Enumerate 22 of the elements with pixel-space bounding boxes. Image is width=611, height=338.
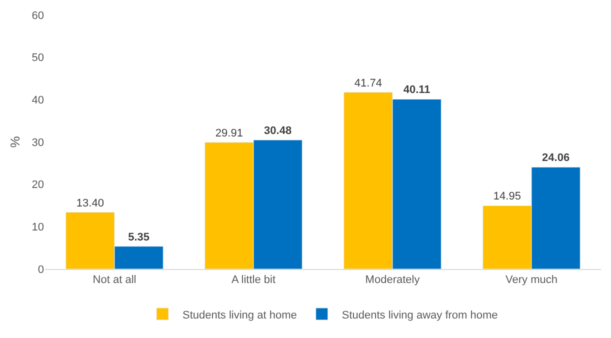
legend-label: Students living away from home bbox=[342, 309, 498, 322]
data-label: 24.06 bbox=[542, 152, 570, 164]
x-tick-label: Moderately bbox=[365, 274, 420, 286]
y-tick-label: 10 bbox=[32, 222, 44, 234]
data-label: 41.74 bbox=[354, 77, 382, 90]
y-tick-label: 60 bbox=[32, 10, 44, 22]
y-tick-label: 50 bbox=[32, 52, 44, 64]
y-tick-label: 40 bbox=[32, 94, 44, 107]
data-label: 13.40 bbox=[76, 197, 104, 210]
data-label: 14.95 bbox=[493, 190, 521, 203]
legend-label: Students living at home bbox=[182, 309, 297, 322]
y-tick-label: 0 bbox=[38, 264, 44, 276]
y-tick-label: 20 bbox=[32, 179, 44, 192]
x-tick-label: A little bit bbox=[231, 274, 276, 286]
data-label: 30.48 bbox=[264, 124, 292, 137]
data-label: 29.91 bbox=[215, 127, 243, 140]
y-axis-title: % bbox=[8, 136, 23, 148]
y-tick-label: 30 bbox=[32, 136, 44, 149]
data-label: 5.35 bbox=[128, 231, 150, 244]
x-tick-label: Not at all bbox=[92, 274, 136, 286]
x-tick-label: Very much bbox=[506, 274, 558, 286]
data-label: 40.11 bbox=[403, 84, 430, 96]
